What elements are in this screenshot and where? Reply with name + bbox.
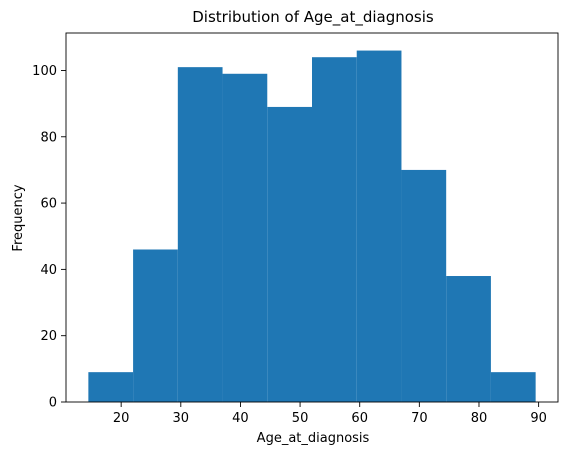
x-tick-label: 40: [232, 411, 249, 426]
histogram-bar-8: [401, 169, 447, 402]
plot-frame: [65, 32, 559, 403]
x-tick-label: 20: [113, 411, 130, 426]
y-tick-label: 0: [49, 396, 57, 411]
histogram-bar-9: [446, 276, 491, 402]
y-tick-label: 80: [40, 130, 57, 145]
x-tick-label: 70: [411, 411, 428, 426]
x-tick-label: 90: [530, 411, 547, 426]
histogram-bar-2: [133, 249, 178, 402]
y-tick-label: 60: [40, 197, 57, 212]
x-tick-label: 80: [471, 411, 488, 426]
histogram-bar-10: [490, 372, 536, 402]
x-tick-label: 60: [351, 411, 368, 426]
y-axis-label: Frequency: [11, 184, 26, 251]
histogram-bar-5: [267, 106, 312, 402]
x-tick-label: 30: [173, 411, 190, 426]
histogram-bar-4: [222, 73, 268, 402]
x-axis-label: Age_at_diagnosis: [257, 431, 370, 446]
chart-title: Distribution of Age_at_diagnosis: [192, 8, 434, 27]
histogram-bar-3: [177, 67, 223, 402]
histogram-bar-6: [312, 57, 357, 403]
y-tick-label: 100: [32, 64, 57, 79]
x-tick-label: 50: [292, 411, 309, 426]
histogram-bar-1: [88, 372, 134, 402]
y-tick-label: 20: [40, 329, 57, 344]
y-tick-label: 40: [40, 263, 57, 278]
axes-group: 20 30 40 50 60 70 80 90 0 20 40 60 80 100: [32, 32, 559, 426]
histogram-bar-7: [356, 50, 402, 402]
bars-group: [88, 50, 536, 403]
